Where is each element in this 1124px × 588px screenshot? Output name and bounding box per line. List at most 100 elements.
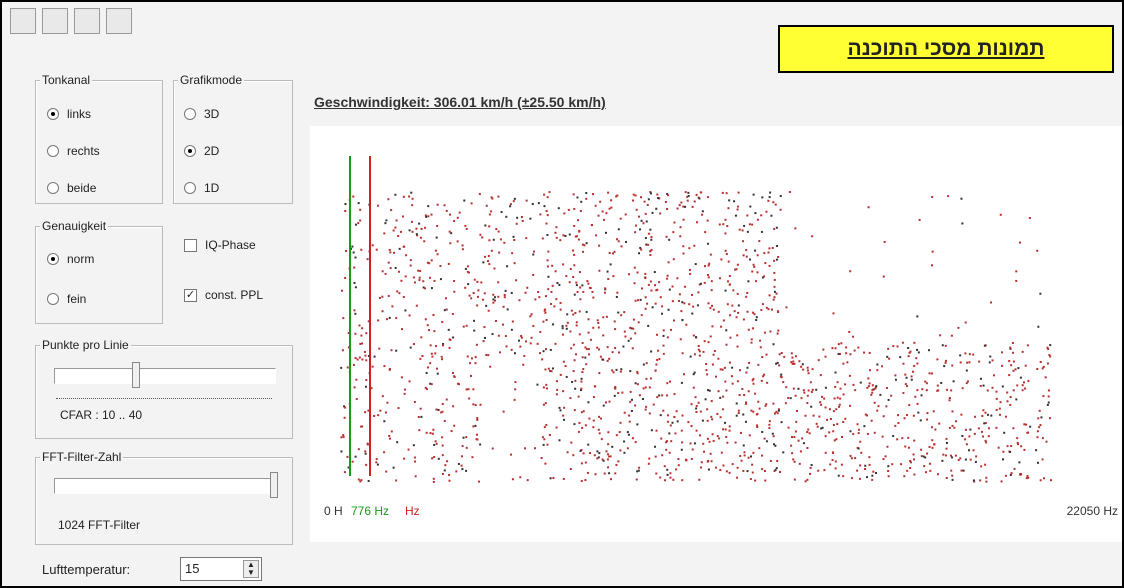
slider[interactable] — [54, 478, 276, 494]
dot — [796, 410, 798, 412]
dot — [364, 450, 366, 452]
dot — [449, 242, 451, 244]
dot — [756, 426, 758, 428]
dot — [488, 255, 490, 257]
dot — [708, 469, 710, 471]
dot — [1000, 401, 1002, 403]
spin-arrows[interactable]: ▲▼ — [243, 560, 259, 578]
radio-option[interactable]: fein — [47, 292, 86, 306]
dot — [854, 350, 856, 352]
dot — [667, 421, 669, 423]
dot — [761, 468, 763, 470]
dot — [433, 280, 435, 282]
dot — [466, 447, 468, 449]
radio-option[interactable]: 3D — [184, 107, 219, 121]
dot — [764, 470, 766, 472]
dot — [752, 452, 754, 454]
dot — [604, 292, 606, 294]
dot — [1012, 352, 1014, 354]
dot — [628, 340, 630, 342]
dot — [677, 458, 679, 460]
checkbox-option[interactable]: IQ-Phase — [184, 238, 256, 252]
radio-option[interactable]: norm — [47, 252, 94, 266]
dot — [484, 224, 486, 226]
dot — [497, 196, 499, 198]
dot — [712, 433, 714, 435]
dot — [792, 458, 794, 460]
radio-option[interactable]: beide — [47, 181, 96, 195]
dot — [635, 225, 637, 227]
radio-option[interactable]: 2D — [184, 144, 219, 158]
dot — [926, 419, 928, 421]
dot — [640, 299, 642, 301]
dot — [574, 312, 576, 314]
dot — [612, 351, 614, 353]
radio-option[interactable]: links — [47, 107, 91, 121]
dot — [346, 456, 348, 458]
dot — [562, 327, 564, 329]
dot — [803, 389, 805, 391]
dot — [361, 342, 363, 344]
dot — [418, 429, 420, 431]
dot — [618, 351, 620, 353]
dot — [802, 369, 804, 371]
dot — [420, 416, 422, 418]
dot — [946, 477, 948, 479]
dot — [1008, 374, 1010, 376]
dot — [416, 305, 418, 307]
dot — [931, 264, 933, 266]
dot — [654, 284, 656, 286]
dot — [592, 297, 594, 299]
checkbox-option[interactable]: ✓const. PPL — [184, 288, 263, 302]
dot — [692, 206, 694, 208]
dot — [947, 195, 949, 197]
dot — [584, 357, 586, 359]
radio-option[interactable]: rechts — [47, 144, 100, 158]
toolbar-button[interactable] — [106, 8, 132, 34]
dot — [1027, 344, 1029, 346]
dot — [793, 436, 795, 438]
toolbar-button[interactable] — [10, 8, 36, 34]
dot — [600, 418, 602, 420]
dot — [441, 358, 443, 360]
dot — [559, 407, 561, 409]
dot — [836, 423, 838, 425]
dot — [736, 402, 738, 404]
slider-thumb[interactable] — [270, 472, 278, 498]
dot — [867, 377, 869, 379]
dot — [768, 424, 770, 426]
dot — [573, 344, 575, 346]
dot — [700, 283, 702, 285]
dot — [515, 279, 517, 281]
dot — [588, 353, 590, 355]
dot — [670, 329, 672, 331]
toolbar-button[interactable] — [42, 8, 68, 34]
dot — [842, 421, 844, 423]
dot — [908, 355, 910, 357]
dot — [946, 389, 948, 391]
dot — [926, 453, 928, 455]
dot — [774, 413, 776, 415]
dot — [748, 457, 750, 459]
dot — [913, 453, 915, 455]
dot — [933, 410, 935, 412]
slider[interactable] — [54, 368, 276, 384]
dot — [537, 291, 539, 293]
dot — [365, 464, 367, 466]
dot — [691, 458, 693, 460]
dot — [551, 265, 553, 267]
spinbox[interactable]: 15 ▲▼ — [180, 557, 262, 581]
dot — [931, 426, 933, 428]
dot — [725, 250, 727, 252]
radio-option[interactable]: 1D — [184, 181, 219, 195]
dot — [669, 381, 671, 383]
dot — [421, 228, 423, 230]
dot — [719, 469, 721, 471]
radio-label: 1D — [204, 181, 219, 195]
slider-thumb[interactable] — [132, 362, 140, 388]
dot — [705, 398, 707, 400]
toolbar-button[interactable] — [74, 8, 100, 34]
dot — [960, 414, 962, 416]
dot — [727, 303, 729, 305]
dot — [397, 235, 399, 237]
